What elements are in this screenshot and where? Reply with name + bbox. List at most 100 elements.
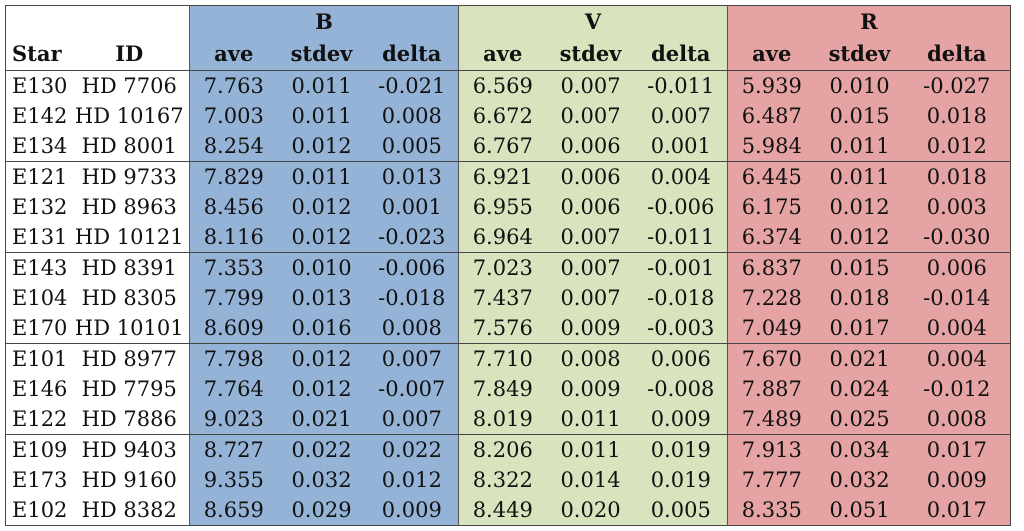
cell-star: E130	[12, 74, 68, 98]
table-row: E146 HD 7795 7.764 0.012 -0.007 7.849 0.009 -0.…	[6, 374, 1011, 404]
band-header-b: B	[189, 5, 459, 38]
cell-b-ave: 7.798	[189, 343, 278, 374]
cell-r-ave: 8.335	[727, 495, 816, 526]
cell-id: HD 9403	[69, 434, 190, 465]
table-row: E122 HD 7886 9.023 0.021 0.007 8.019 0.011 0.00…	[5, 404, 1011, 435]
table-row: E104 HD 8305 7.799 0.013 -0.018 7.437 0.007 -0.…	[6, 283, 1011, 313]
cell-r-stdev: 0.011	[815, 131, 904, 162]
cell-r-delta: 0.017	[903, 495, 1011, 526]
cell-r-ave: 6.837	[727, 252, 816, 283]
cell-r-stdev: 0.015	[815, 252, 904, 283]
cell-b-ave: 8.659	[189, 495, 278, 526]
cell-v-stdev: 0.011	[546, 434, 635, 465]
cell-b-stdev: 0.012	[277, 343, 366, 374]
cell-b-ave: 8.727	[189, 434, 278, 465]
cell-b-stdev: 0.032	[277, 465, 366, 495]
cell-r-stdev: 0.021	[815, 343, 904, 374]
cell-v-stdev: 0.006	[546, 131, 635, 162]
column-header-v-delta: delta	[634, 38, 728, 71]
cell-v-delta: 0.009	[634, 404, 728, 435]
cell-b-ave: 8.116	[189, 222, 278, 253]
cell-b-stdev: 0.011	[277, 70, 366, 101]
cell-v-stdev: 0.007	[546, 283, 635, 313]
cell-b-stdev: 0.021	[277, 404, 366, 435]
cell-v-delta: -0.001	[634, 252, 728, 283]
cell-v-ave: 8.449	[458, 495, 547, 526]
cell-v-stdev: 0.007	[546, 252, 635, 283]
cell-v-ave: 6.569	[458, 70, 547, 101]
cell-id: HD 7886	[69, 404, 190, 435]
cell-id: HD 10121	[69, 222, 190, 253]
table-row: E101 HD 8977 7.798 0.012 0.007 7.710 0.008 0.00…	[6, 343, 1011, 374]
cell-r-stdev: 0.018	[815, 283, 904, 313]
cell-r-ave: 7.913	[727, 434, 816, 465]
cell-id: HD 7706	[69, 70, 190, 101]
cell-r-delta: -0.012	[903, 374, 1011, 404]
cell-v-delta: -0.003	[634, 313, 728, 344]
cell-r-stdev: 0.032	[815, 465, 904, 495]
cell-star: E132	[12, 195, 68, 219]
cell-r-ave: 6.487	[727, 101, 816, 131]
column-header-v-ave: ave	[458, 38, 547, 71]
cell-b-delta: -0.006	[365, 252, 459, 283]
cell-v-stdev: 0.011	[546, 404, 635, 435]
cell-b-ave: 7.763	[189, 70, 278, 101]
cell-v-stdev: 0.020	[546, 495, 635, 526]
cell-r-ave: 7.489	[727, 404, 816, 435]
cell-star: E122	[5, 404, 70, 435]
cell-star: E131	[5, 222, 70, 253]
cell-star: E146	[12, 377, 68, 401]
cell-v-delta: -0.006	[634, 192, 728, 222]
column-header-star: Star	[5, 38, 70, 71]
cell-id: HD 8001	[69, 131, 190, 162]
cell-b-stdev: 0.010	[277, 252, 366, 283]
cell-r-stdev: 0.010	[815, 70, 904, 101]
cell-b-ave: 8.456	[189, 192, 278, 222]
cell-r-delta: 0.009	[903, 465, 1011, 495]
cell-id: HD 10101	[69, 313, 190, 344]
cell-b-stdev: 0.011	[277, 101, 366, 131]
cell-r-stdev: 0.012	[815, 222, 904, 253]
cell-v-ave: 6.955	[458, 192, 547, 222]
column-header-b-stdev: stdev	[277, 38, 366, 71]
cell-b-delta: 0.013	[365, 161, 459, 192]
cell-v-stdev: 0.007	[546, 101, 635, 131]
cell-r-delta: -0.014	[903, 283, 1011, 313]
cell-star: E109	[12, 438, 68, 462]
column-header-id: ID	[69, 38, 190, 71]
cell-b-delta: -0.007	[365, 374, 459, 404]
cell-b-ave: 9.023	[189, 404, 278, 435]
cell-v-ave: 7.437	[458, 283, 547, 313]
cell-v-ave: 7.023	[458, 252, 547, 283]
cell-r-stdev: 0.024	[815, 374, 904, 404]
column-header-r-delta: delta	[903, 38, 1011, 71]
cell-r-ave: 5.939	[727, 70, 816, 101]
cell-b-delta: -0.023	[365, 222, 459, 253]
cell-v-ave: 6.672	[458, 101, 547, 131]
cell-r-delta: 0.017	[903, 434, 1011, 465]
cell-r-delta: -0.027	[903, 70, 1011, 101]
cell-v-stdev: 0.006	[546, 192, 635, 222]
cell-v-ave: 6.964	[458, 222, 547, 253]
header-blank-id	[69, 5, 190, 38]
cell-r-stdev: 0.011	[815, 161, 904, 192]
cell-id: HD 7795	[69, 374, 190, 404]
cell-v-stdev: 0.007	[546, 222, 635, 253]
cell-r-delta: 0.018	[903, 101, 1011, 131]
cell-id: HD 8305	[69, 283, 190, 313]
cell-b-delta: 0.009	[365, 495, 459, 526]
cell-r-stdev: 0.051	[815, 495, 904, 526]
cell-b-ave: 7.003	[189, 101, 278, 131]
cell-r-ave: 7.049	[727, 313, 816, 344]
table-body: E130 HD 7706 7.763 0.011 -0.021 6.569 0.007 -0.…	[5, 70, 1011, 526]
cell-v-stdev: 0.006	[546, 161, 635, 192]
cell-id: HD 9160	[69, 465, 190, 495]
cell-star: E101	[12, 347, 68, 371]
cell-r-delta: 0.018	[903, 161, 1011, 192]
table-row: E109 HD 9403 8.727 0.022 0.022 8.206 0.011 0.01…	[6, 434, 1011, 465]
cell-r-ave: 7.670	[727, 343, 816, 374]
cell-b-ave: 8.254	[189, 131, 278, 162]
table-row: E142 HD 10167 7.003 0.011 0.008 6.672 0.007 0.0…	[6, 101, 1011, 131]
cell-b-ave: 8.609	[189, 313, 278, 344]
cell-b-ave: 7.764	[189, 374, 278, 404]
